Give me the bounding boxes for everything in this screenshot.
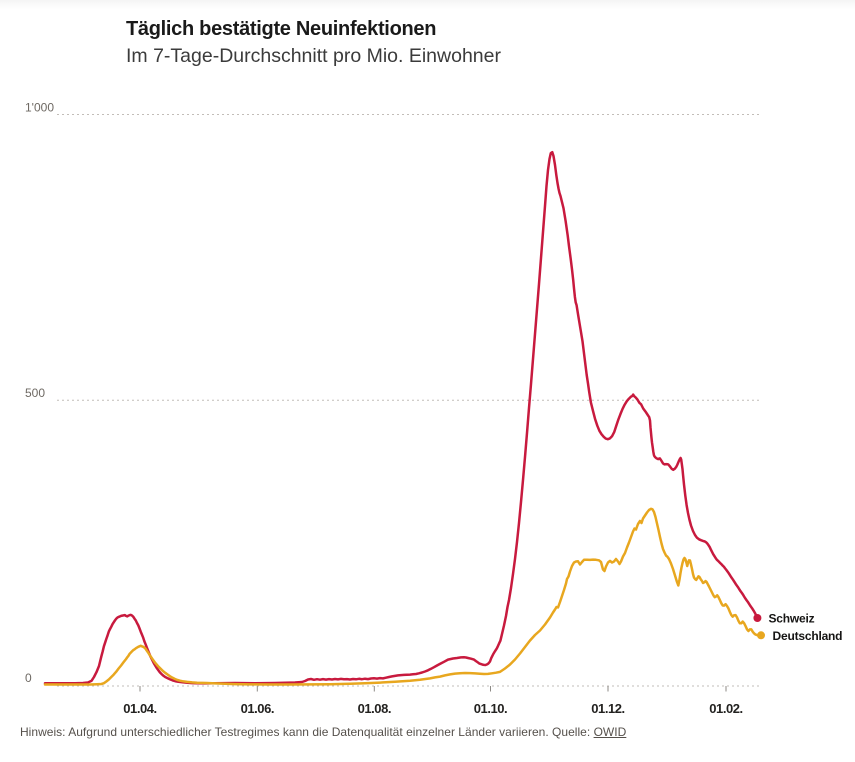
svg-text:1'000: 1'000 [25, 101, 54, 115]
svg-text:01.08.: 01.08. [358, 701, 391, 716]
svg-text:0: 0 [25, 671, 32, 685]
svg-text:01.02.: 01.02. [709, 701, 742, 716]
svg-text:01.06.: 01.06. [241, 701, 274, 716]
svg-text:01.12.: 01.12. [591, 701, 624, 716]
svg-text:Deutschland: Deutschland [773, 629, 843, 643]
svg-text:01.10.: 01.10. [474, 701, 507, 716]
svg-text:Schweiz: Schweiz [769, 612, 815, 626]
svg-text:01.04.: 01.04. [123, 701, 156, 716]
svg-text:500: 500 [25, 386, 45, 400]
